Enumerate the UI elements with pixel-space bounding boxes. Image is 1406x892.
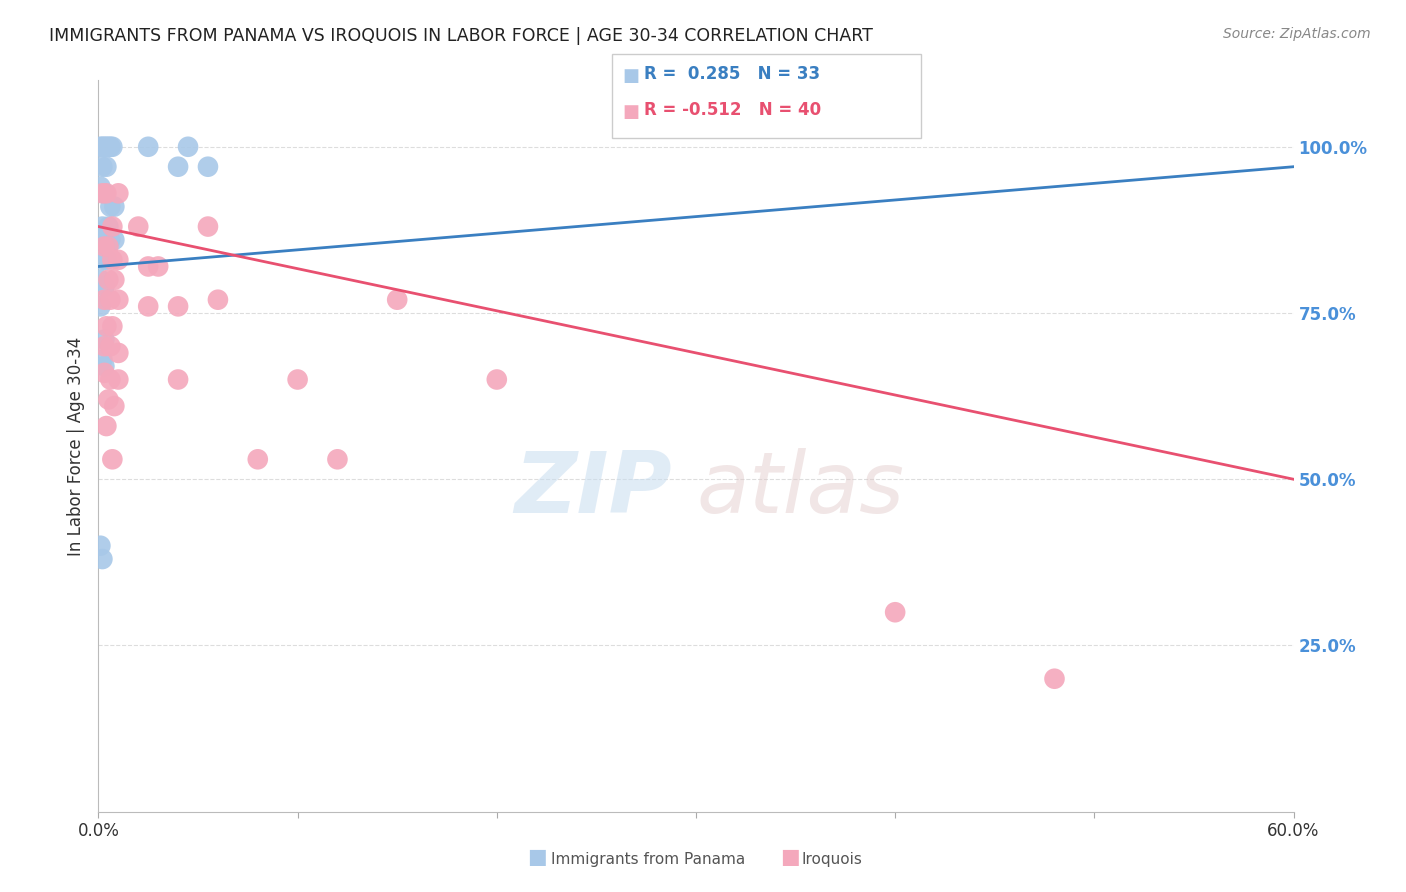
Point bbox=[107, 293, 129, 307]
Point bbox=[89, 299, 111, 313]
Text: Iroquois: Iroquois bbox=[801, 852, 862, 867]
Text: Immigrants from Panama: Immigrants from Panama bbox=[551, 852, 745, 867]
Point bbox=[103, 399, 125, 413]
Point bbox=[167, 299, 190, 313]
Point bbox=[98, 233, 122, 247]
Point bbox=[167, 372, 190, 386]
Point bbox=[93, 366, 115, 380]
Point bbox=[97, 392, 120, 407]
Point bbox=[89, 140, 111, 154]
Text: R =  0.285   N = 33: R = 0.285 N = 33 bbox=[644, 65, 820, 83]
Point bbox=[93, 339, 115, 353]
Point bbox=[107, 186, 129, 201]
Point bbox=[91, 252, 114, 267]
Point bbox=[107, 346, 129, 360]
Point bbox=[97, 140, 120, 154]
Point bbox=[97, 219, 120, 234]
Text: atlas: atlas bbox=[696, 449, 904, 532]
Point bbox=[91, 352, 114, 367]
Text: ■: ■ bbox=[623, 67, 640, 85]
Point bbox=[98, 200, 122, 214]
Point bbox=[98, 372, 122, 386]
Point bbox=[136, 299, 159, 313]
Point bbox=[127, 219, 149, 234]
Point bbox=[91, 552, 114, 566]
Point bbox=[91, 219, 114, 234]
Point bbox=[93, 293, 115, 307]
Point bbox=[103, 273, 125, 287]
Point bbox=[89, 233, 111, 247]
Point bbox=[136, 260, 159, 274]
Point bbox=[136, 140, 159, 154]
Point bbox=[1043, 672, 1066, 686]
Point bbox=[96, 319, 118, 334]
Text: ■: ■ bbox=[527, 847, 547, 867]
Point bbox=[93, 186, 115, 201]
Point bbox=[98, 140, 122, 154]
Point bbox=[91, 186, 114, 201]
Point bbox=[485, 372, 508, 386]
Point bbox=[197, 219, 219, 234]
Point bbox=[326, 452, 349, 467]
Text: ZIP: ZIP bbox=[515, 449, 672, 532]
Point bbox=[96, 419, 118, 434]
Point bbox=[93, 140, 115, 154]
Point bbox=[93, 233, 115, 247]
Text: R = -0.512   N = 40: R = -0.512 N = 40 bbox=[644, 101, 821, 119]
Point bbox=[91, 140, 114, 154]
Point bbox=[101, 140, 124, 154]
Point bbox=[167, 160, 190, 174]
Point bbox=[96, 186, 118, 201]
Text: ■: ■ bbox=[623, 103, 640, 120]
Point bbox=[98, 293, 122, 307]
Point bbox=[93, 333, 115, 347]
Point bbox=[93, 239, 115, 253]
Point bbox=[97, 273, 120, 287]
Point bbox=[101, 319, 124, 334]
Point bbox=[97, 239, 120, 253]
Point bbox=[207, 293, 229, 307]
Point bbox=[89, 273, 111, 287]
Point bbox=[93, 279, 115, 293]
Point bbox=[91, 160, 114, 174]
Point bbox=[101, 252, 124, 267]
Point bbox=[385, 293, 409, 307]
Point bbox=[107, 372, 129, 386]
Point bbox=[93, 359, 115, 374]
Point bbox=[884, 605, 907, 619]
Point bbox=[148, 260, 170, 274]
Y-axis label: In Labor Force | Age 30-34: In Labor Force | Age 30-34 bbox=[66, 336, 84, 556]
Text: ■: ■ bbox=[780, 847, 800, 867]
Point bbox=[101, 452, 124, 467]
Point bbox=[96, 160, 118, 174]
Point bbox=[89, 179, 111, 194]
Point bbox=[103, 233, 125, 247]
Point bbox=[103, 200, 125, 214]
Point bbox=[89, 539, 111, 553]
Point bbox=[98, 339, 122, 353]
Point bbox=[101, 219, 124, 234]
Point bbox=[287, 372, 309, 386]
Text: Source: ZipAtlas.com: Source: ZipAtlas.com bbox=[1223, 27, 1371, 41]
Point bbox=[197, 160, 219, 174]
Point bbox=[96, 252, 118, 267]
Text: IMMIGRANTS FROM PANAMA VS IROQUOIS IN LABOR FORCE | AGE 30-34 CORRELATION CHART: IMMIGRANTS FROM PANAMA VS IROQUOIS IN LA… bbox=[49, 27, 873, 45]
Point bbox=[177, 140, 200, 154]
Point bbox=[246, 452, 269, 467]
Point bbox=[96, 140, 118, 154]
Point bbox=[107, 252, 129, 267]
